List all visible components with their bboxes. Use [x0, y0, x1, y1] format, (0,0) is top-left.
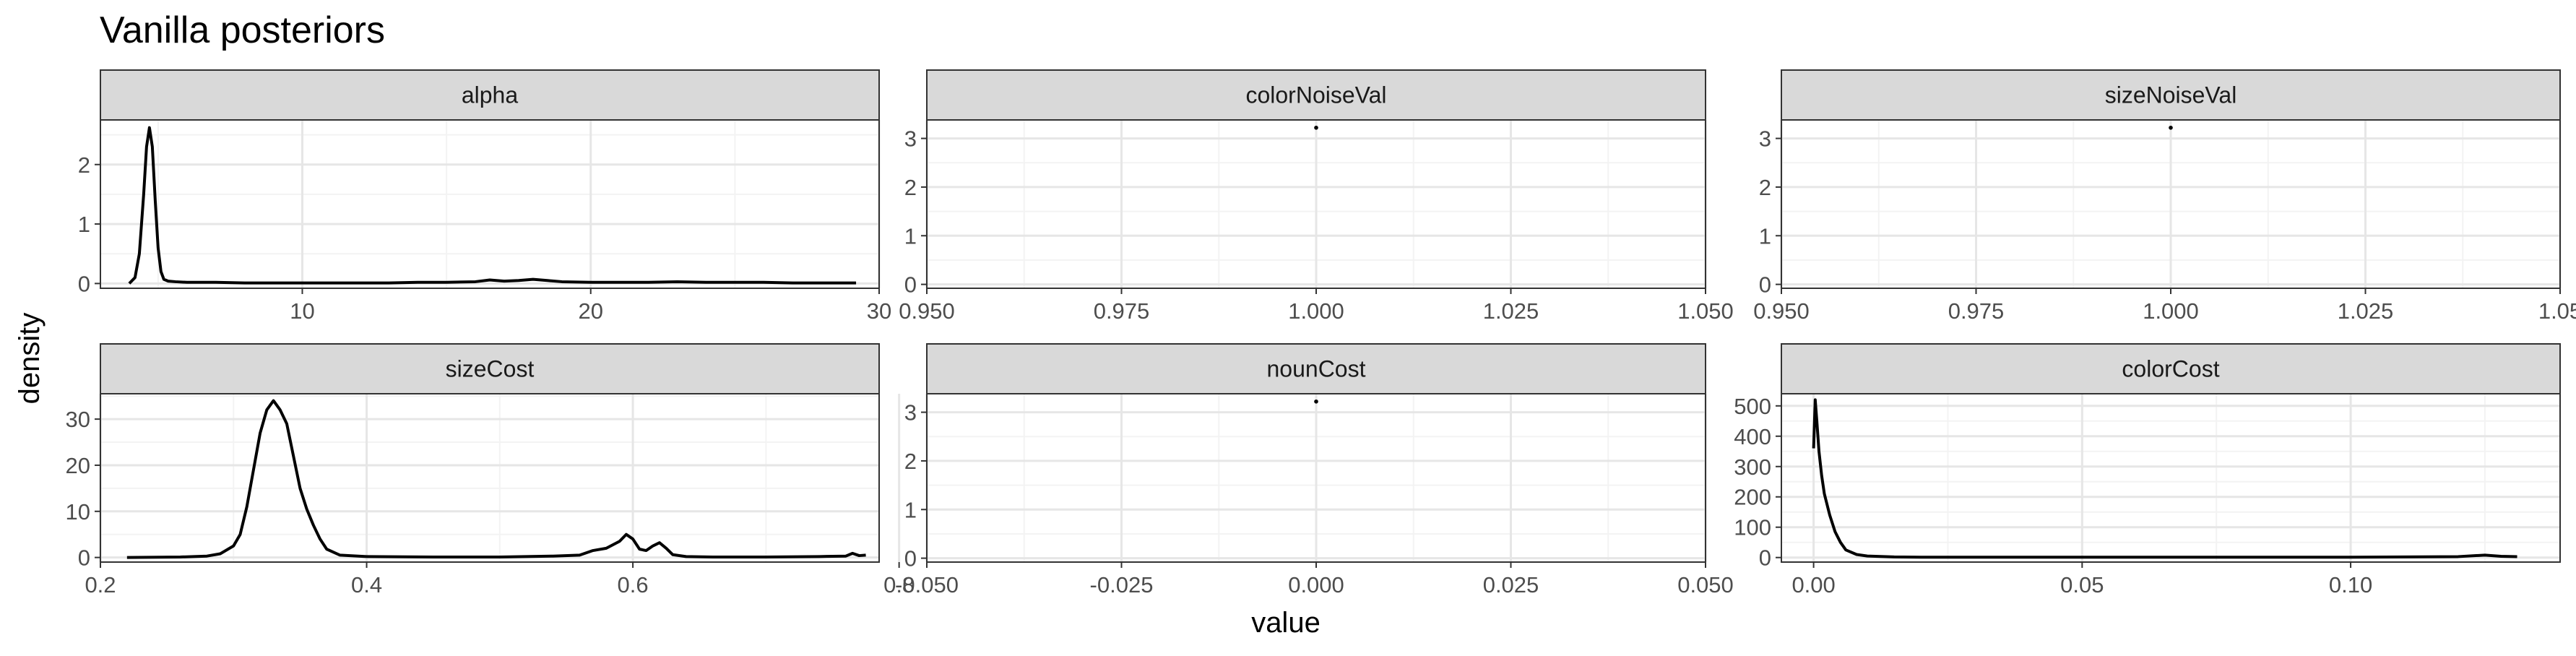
y-tick-label: 300	[1734, 454, 1771, 480]
x-tick-label: 1.025	[2338, 298, 2394, 324]
x-tick-label: 1.025	[1483, 298, 1539, 324]
facet-strip	[1781, 343, 2561, 394]
y-tick-label: 0	[1759, 545, 1771, 571]
y-tick-label: 1	[1759, 223, 1771, 249]
y-tick-label: 0	[904, 272, 917, 298]
x-tick-label: 10	[290, 298, 314, 324]
y-tick-label: 0	[904, 546, 917, 571]
x-tick-label: 0.025	[1483, 572, 1539, 597]
x-tick-label: 0.00	[1791, 572, 1835, 597]
y-tick-label: 500	[1734, 394, 1771, 419]
x-tick-label: 0.4	[351, 572, 382, 597]
y-tick-label: 2	[78, 152, 90, 178]
facet-strip	[100, 69, 880, 121]
x-tick-label: 30	[867, 298, 891, 324]
facet-strip-label: nounCost	[1267, 356, 1366, 382]
y-axis-title: density	[14, 313, 46, 405]
facet-strip	[100, 343, 880, 394]
y-tick-label: 30	[66, 407, 90, 432]
x-tick-label: 1.000	[2143, 298, 2199, 324]
y-tick-label: 0	[78, 271, 90, 296]
x-tick-label: 0.950	[899, 298, 955, 324]
y-tick-label: 1	[904, 497, 917, 522]
x-tick-label: 0.975	[1948, 298, 2005, 324]
density-line-alpha	[128, 126, 857, 285]
x-tick-label: 1.000	[1288, 298, 1344, 324]
chart-title: Vanilla posteriors	[100, 9, 385, 51]
y-tick-label: 2	[904, 449, 917, 474]
y-tick-label: 1	[78, 212, 90, 237]
density-point-colorNoiseVal	[1314, 125, 1318, 130]
y-tick-label: 400	[1734, 424, 1771, 449]
x-tick-label: 0.050	[1677, 572, 1734, 597]
facet-panel-alpha: alpha 10 20 30 0 1 2	[78, 69, 891, 324]
y-tick-label: 0	[78, 545, 90, 571]
x-tick-label: 0.950	[1753, 298, 1810, 324]
density-line-colorCost	[1812, 398, 2517, 559]
x-tick-label: 1.05	[2538, 298, 2576, 324]
x-tick-label: 0.05	[2060, 572, 2104, 597]
x-tick-label: 0.6	[618, 572, 649, 597]
facet-strip-label: colorNoiseVal	[1245, 82, 1386, 108]
x-tick-label: 0.975	[1094, 298, 1150, 324]
y-tick-label: 20	[66, 453, 90, 478]
x-tick-label: 0.2	[85, 572, 116, 597]
density-point-sizeNoiseVal	[2169, 125, 2173, 130]
facet-panel-colorCost: colorCost 0.00 0.05 0.10 0 100 200 300 400 500	[1734, 343, 2561, 597]
facet-panel-sizeNoiseVal: sizeNoiseVal 0.950 0.975 1.000 1.025 1.05 0 1 2 3	[1753, 69, 2576, 324]
x-tick-label: 0.10	[2329, 572, 2372, 597]
facet-strip-label: sizeCost	[446, 356, 535, 382]
y-tick-label: 2	[1759, 175, 1771, 200]
facet-strip	[926, 69, 1706, 121]
y-tick-label: 3	[904, 400, 917, 426]
x-axis-title: value	[1251, 607, 1321, 639]
y-tick-label: 0	[1759, 272, 1771, 298]
y-tick-label: 3	[904, 126, 917, 152]
x-tick-label: 0.000	[1288, 572, 1344, 597]
y-tick-label: 10	[66, 499, 90, 525]
facet-strip-label: alpha	[462, 82, 519, 108]
y-tick-label: 200	[1734, 485, 1771, 510]
x-tick-label: 1.050	[1677, 298, 1734, 324]
x-tick-label: -0.050	[895, 572, 959, 597]
x-tick-label: 0.8	[883, 572, 915, 597]
y-tick-label: 2	[904, 175, 917, 200]
y-tick-label: 1	[904, 223, 917, 249]
y-tick-label: 100	[1734, 515, 1771, 540]
facet-strip	[1781, 69, 2561, 121]
facet-panel-colorNoiseVal: colorNoiseVal 0.950 0.975 1.000 1.025 1.050 0 1…	[899, 69, 1734, 324]
y-tick-label: 3	[1759, 126, 1771, 152]
facet-strip-label: colorCost	[2122, 356, 2219, 382]
density-line-sizeCost	[126, 399, 866, 559]
x-tick-label: 20	[578, 298, 602, 324]
facet-strip-label: sizeNoiseVal	[2105, 82, 2237, 108]
density-point-nounCost	[1314, 399, 1318, 404]
facet-strip	[926, 343, 1706, 394]
facet-panel-nounCost: nounCost -0.050 -0.025 0.000 0.025 0.050 0 1 2 3	[895, 343, 1734, 597]
x-tick-label: -0.025	[1090, 572, 1154, 597]
